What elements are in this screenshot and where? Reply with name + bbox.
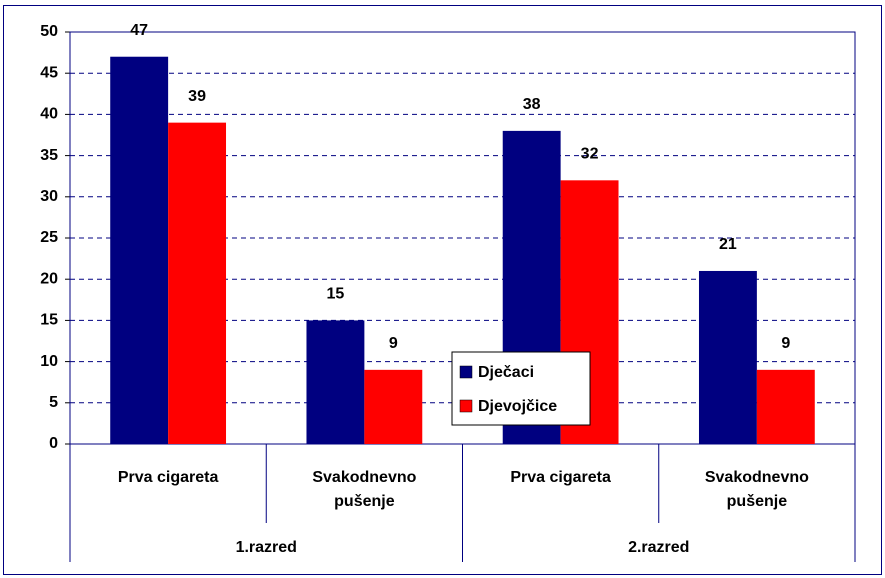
x-tick-label: Prva cigareta bbox=[510, 469, 611, 486]
group-label: 2.razred bbox=[628, 539, 690, 556]
legend-swatch bbox=[459, 399, 473, 413]
data-label: 21 bbox=[719, 236, 737, 253]
y-tick-label: 20 bbox=[40, 270, 58, 287]
y-tick-label: 15 bbox=[40, 312, 58, 329]
bar bbox=[110, 56, 169, 444]
y-tick-label: 35 bbox=[40, 147, 58, 164]
x-tick-label: Svakodnevno pušenje bbox=[312, 469, 417, 510]
y-tick-label: 50 bbox=[40, 23, 58, 40]
y-tick-label: 10 bbox=[40, 353, 58, 370]
y-tick-label: 30 bbox=[40, 188, 58, 205]
bar bbox=[756, 369, 815, 444]
y-tick-label: 5 bbox=[49, 394, 58, 411]
legend-box bbox=[451, 351, 591, 426]
group-label: 1.razred bbox=[235, 539, 297, 556]
y-tick-label: 40 bbox=[40, 106, 58, 123]
data-label: 47 bbox=[130, 22, 148, 39]
data-label: 39 bbox=[188, 88, 206, 105]
data-label: 9 bbox=[781, 335, 790, 352]
x-tick-label: Prva cigareta bbox=[117, 469, 219, 486]
legend-label: Djevojčice bbox=[478, 398, 557, 415]
legend-swatch bbox=[459, 365, 473, 379]
legend-label: Dječaci bbox=[478, 364, 534, 381]
y-tick-label: 25 bbox=[40, 229, 58, 246]
x-tick-label: Svakodnevno pušenje bbox=[704, 469, 809, 510]
data-label: 15 bbox=[327, 286, 345, 303]
data-label: 38 bbox=[523, 96, 541, 113]
bar bbox=[168, 122, 227, 444]
data-label: 32 bbox=[581, 146, 599, 163]
y-tick-label: 45 bbox=[40, 64, 58, 81]
bar bbox=[698, 270, 757, 444]
data-label: 9 bbox=[389, 335, 398, 352]
bar bbox=[364, 369, 423, 444]
bar bbox=[306, 320, 365, 444]
y-tick-label: 0 bbox=[49, 435, 58, 452]
